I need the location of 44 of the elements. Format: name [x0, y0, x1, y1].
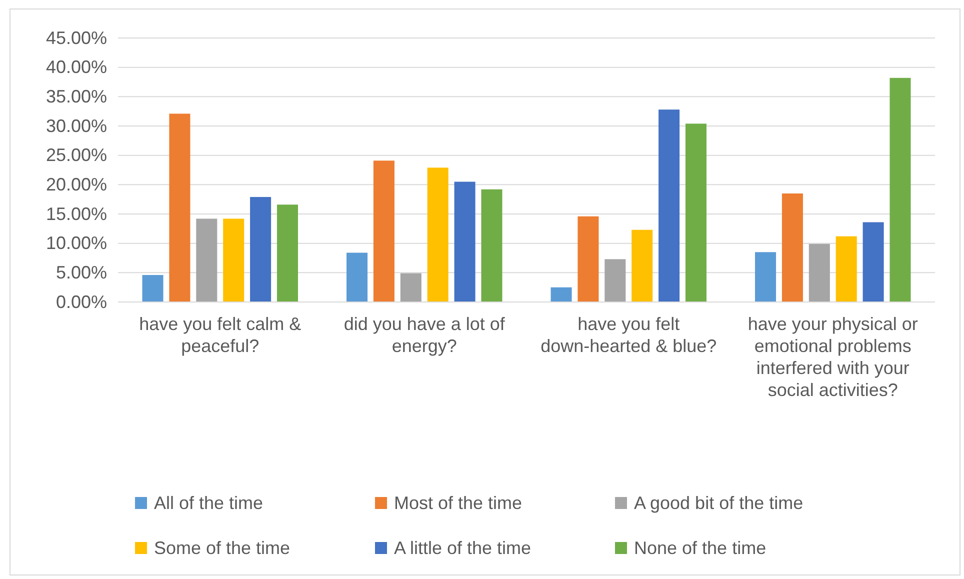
- bar: [782, 193, 803, 302]
- bar: [808, 244, 830, 302]
- legend-label: None of the time: [634, 538, 766, 558]
- y-tick-label: 25.00%: [46, 145, 107, 166]
- y-tick-label: 5.00%: [56, 262, 107, 282]
- bar: [755, 252, 776, 302]
- bar: [836, 236, 857, 302]
- legend-label: Some of the time: [154, 538, 290, 558]
- x-tick-label: have you felt calm & peaceful?: [139, 314, 302, 356]
- x-tick-label: did you have a lot of energy?: [344, 314, 506, 356]
- bar: [658, 110, 680, 302]
- legend-label: All of the time: [154, 493, 264, 513]
- y-tick-label: 40.00%: [46, 57, 107, 78]
- bar: [890, 78, 911, 302]
- y-tick-label: 45.00%: [46, 28, 107, 48]
- bar: [142, 275, 164, 302]
- bar: [481, 189, 502, 302]
- bar: [276, 204, 298, 302]
- bar: [454, 182, 476, 302]
- bar: [373, 160, 394, 302]
- bar: [862, 222, 884, 302]
- bar: [427, 168, 448, 302]
- bar: [250, 196, 272, 302]
- bar: [223, 218, 244, 302]
- y-tick-label: 35.00%: [46, 86, 107, 106]
- y-tick-label: 0.00%: [56, 292, 107, 312]
- bar: [578, 216, 599, 302]
- x-tick-label: have your physical or emotional problems interfered with your social activities?: [748, 314, 918, 400]
- y-tick-label: 10.00%: [46, 233, 107, 254]
- y-tick-label: 15.00%: [46, 204, 107, 224]
- bar: [169, 114, 190, 302]
- bar: [400, 273, 422, 302]
- y-tick-label: 30.00%: [46, 116, 107, 136]
- legend-label: A good bit of the time: [634, 493, 804, 513]
- legend-label: Most of the time: [394, 493, 522, 513]
- bar: [632, 230, 653, 302]
- bar: [346, 252, 368, 302]
- bar: [196, 218, 218, 302]
- x-tick-label: have you felt down-hearted & blue?: [540, 314, 717, 356]
- legend-label: A little of the time: [394, 538, 532, 558]
- bar: [685, 124, 706, 302]
- bar: [604, 259, 626, 302]
- bar: [550, 287, 572, 302]
- y-tick-label: 20.00%: [46, 174, 107, 194]
